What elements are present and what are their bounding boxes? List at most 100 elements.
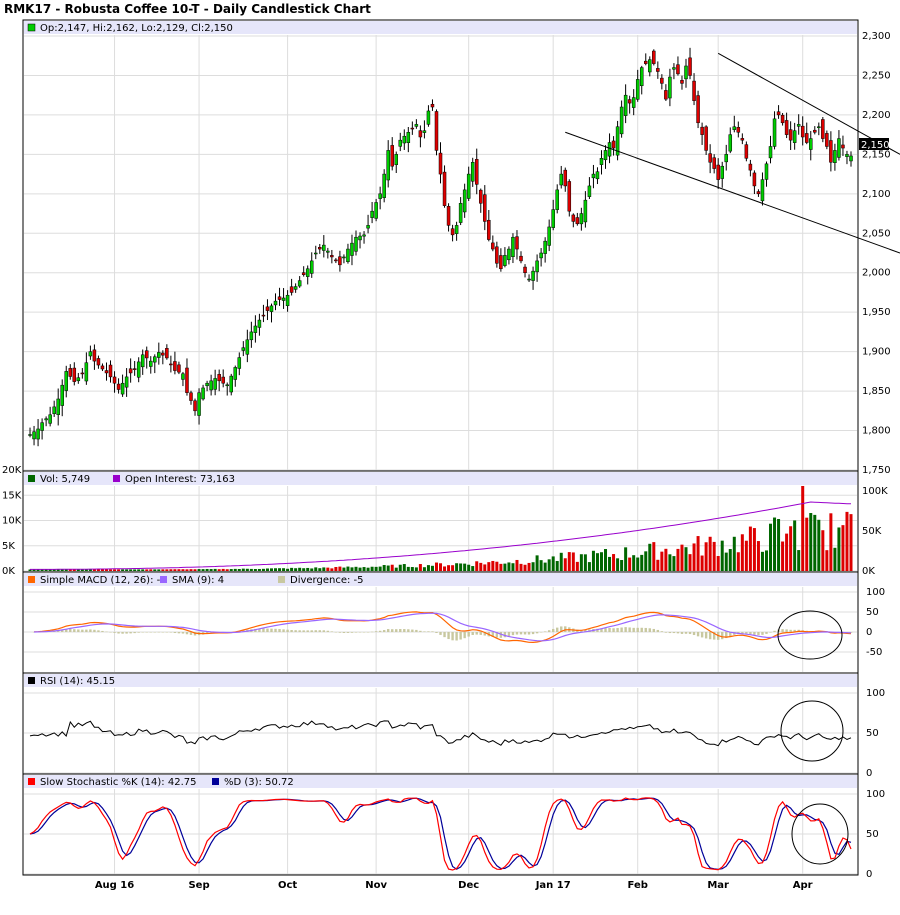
candle-body [104,370,109,374]
volume-bar [491,560,495,571]
volume-bar [616,558,620,571]
volume-tick-label-left: 10K [2,516,22,527]
candle-body [430,103,435,108]
volume-tick-label-right: 50K [862,526,882,537]
volume-tick-label-left: 20K [2,465,22,476]
candle-body [668,76,672,99]
candle-body [595,171,600,180]
x-axis-label: Jan 17 [535,880,571,891]
candle-body [422,130,427,133]
volume-bar [704,542,708,571]
divergence-bar [314,630,317,632]
divergence-bar [298,630,301,632]
candle-body [281,297,286,301]
candle-body [169,363,173,366]
candle-body [366,225,370,229]
volume-bar [342,567,346,571]
candle-body [378,193,382,199]
divergence-bar [322,630,326,632]
candle-body [237,357,242,369]
divergence-bar [712,632,716,640]
divergence-bar [326,630,330,632]
candle-body [177,364,181,373]
stoch-annotation-circle [791,803,849,865]
rsi-annotation-circle [780,700,844,762]
volume-bar [648,543,652,571]
divergence-bar [580,629,583,632]
candle-body [370,210,374,218]
divergence-bar [475,632,478,635]
candle-body [804,133,809,143]
divergence-bar [499,632,503,638]
candle-body [209,380,213,391]
volume-bar [559,552,563,571]
candle-body [153,356,157,363]
volume-bar [137,569,141,571]
volume-bar [185,569,189,571]
divergence-legend-swatch [278,576,285,583]
rsi-line [29,720,852,747]
candle-body [322,244,326,251]
divergence-bar [483,632,486,636]
x-axis-label: Aug 16 [95,880,134,891]
volume-bar [837,527,841,571]
candle-body [80,372,85,375]
divergence-bar [85,629,88,632]
candle-body [128,368,133,374]
candle-body [756,191,761,195]
volume-bar [40,569,44,571]
volume-bar [547,559,551,571]
volume-bar [153,569,157,571]
macd-tick-label: 50 [866,607,879,618]
volume-bar [515,559,519,571]
candle-body [201,387,205,400]
candle-body [60,384,64,406]
volume-bar [358,567,362,571]
divergence-bar [789,629,792,632]
candle-body [519,255,523,262]
divergence-bar [141,632,144,633]
candle-body [120,382,125,395]
candle-body [603,150,608,161]
candle-body [342,256,346,259]
candle-body [390,145,394,167]
candle-body [748,163,753,171]
volume-bar [125,569,129,571]
volume-bar [503,563,507,571]
rsi-legend-swatch [28,677,35,684]
candle-body [772,118,777,147]
candle-body [817,126,821,128]
x-axis-label: Nov [365,880,387,891]
candle-body [88,351,93,357]
volume-bar [455,563,459,571]
candle-body [768,146,773,159]
volume-bar [241,568,245,571]
volume-bar [439,563,443,571]
volume-bar [278,568,282,571]
divergence-bar [193,632,197,636]
candle-body [555,189,559,210]
candle-body [736,127,741,133]
volume-bar [688,554,692,571]
candle-body [434,111,439,151]
volume-bar [672,556,676,571]
divergence-bar [350,632,354,633]
divergence-bar [769,632,772,633]
candle-body [708,153,712,163]
candle-body [792,130,797,143]
divergence-bar [785,629,788,632]
candle-body [362,234,366,237]
divergence-bar [463,632,466,639]
candle-body [241,347,246,351]
stoch-tick-label: 50 [866,829,879,840]
volume-bar [414,567,418,571]
stoch-legend-band [24,775,857,788]
candle-body [615,126,620,156]
volume-bar [591,550,595,571]
candle-body [32,431,36,440]
candle-body [382,173,386,198]
volume-bar [390,564,394,571]
volume-bar [777,519,781,571]
candle-body [644,60,648,64]
divergence-bar [773,630,776,632]
